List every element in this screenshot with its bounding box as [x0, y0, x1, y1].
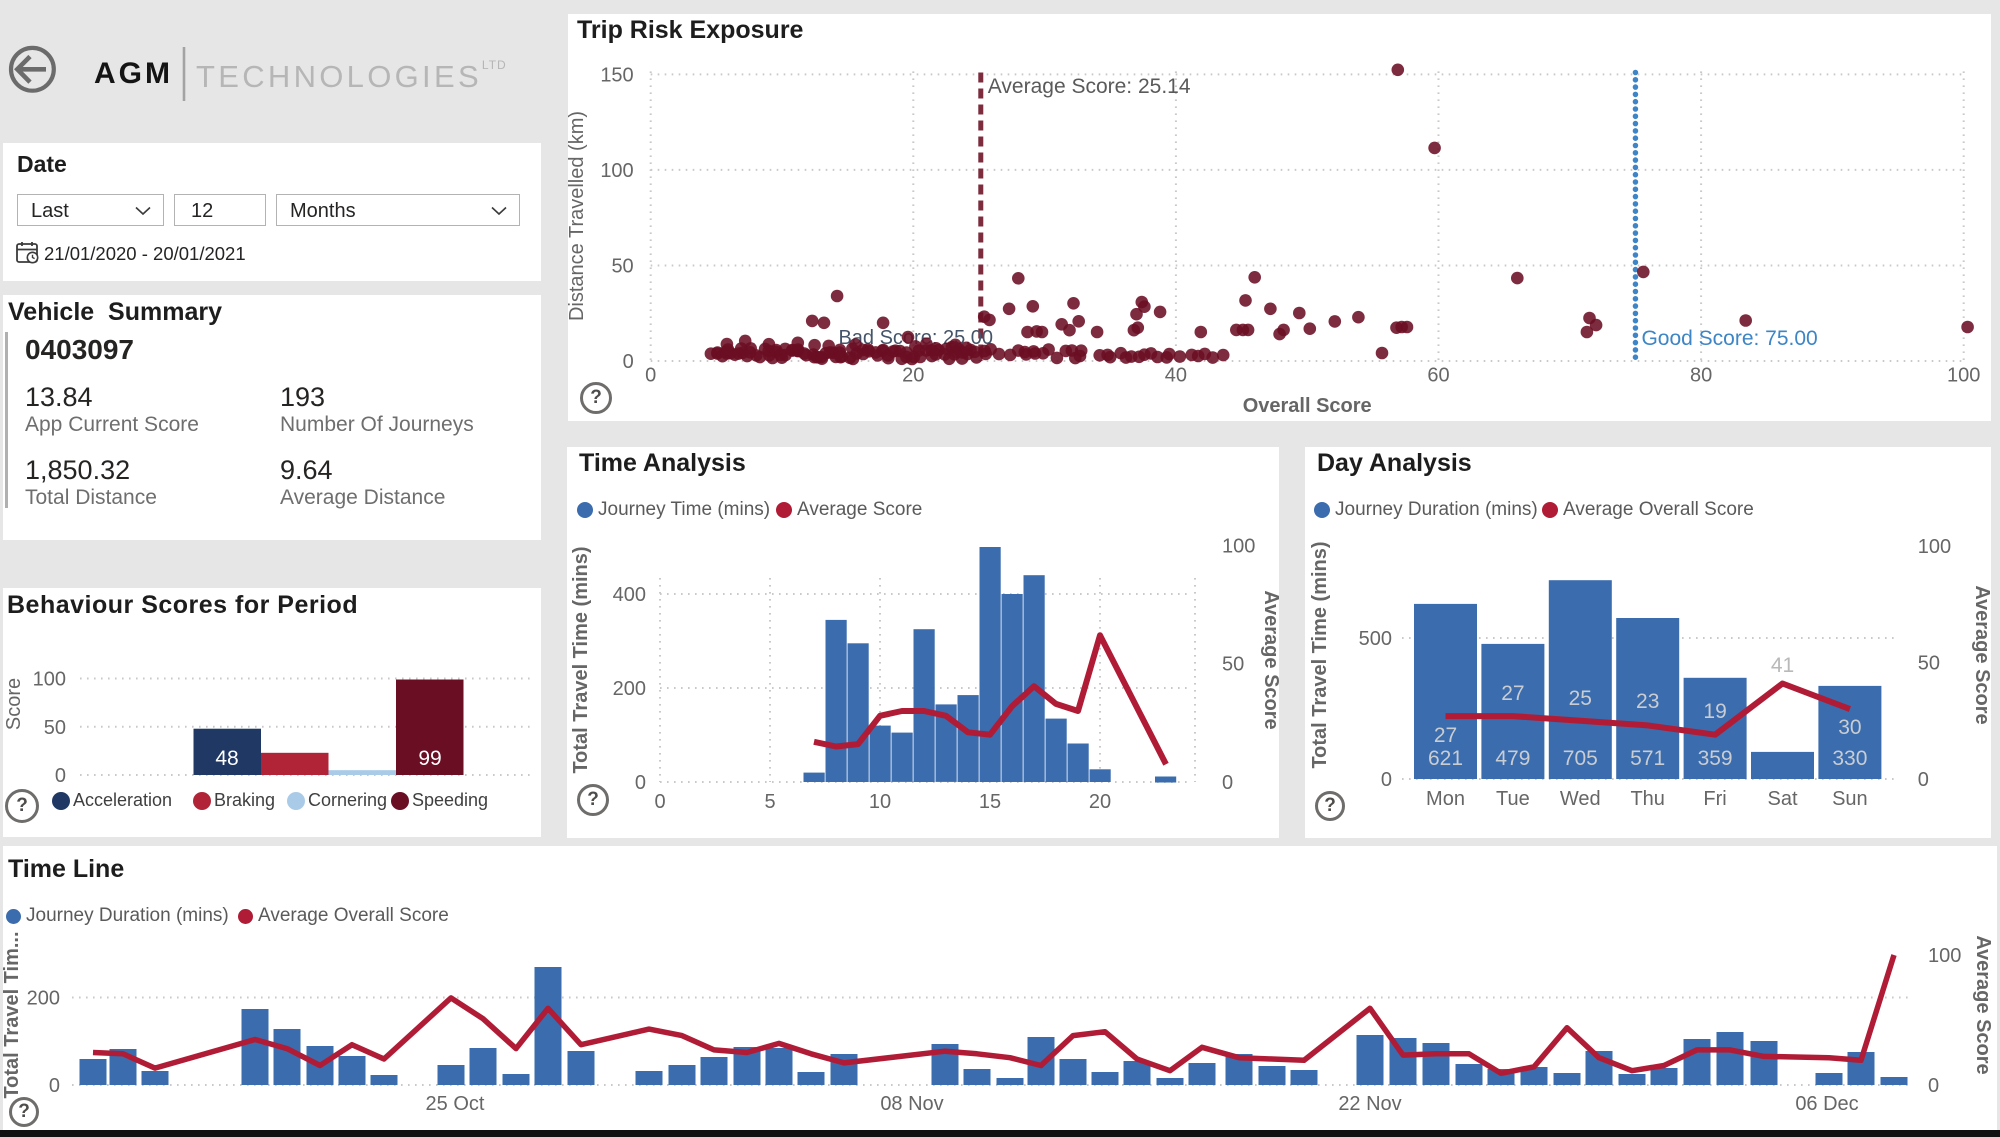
svg-text:06 Dec: 06 Dec: [1795, 1093, 1858, 1115]
svg-text:Sat: Sat: [1767, 788, 1797, 810]
svg-text:0: 0: [55, 765, 66, 787]
svg-text:48: 48: [215, 747, 238, 770]
svg-text:50: 50: [1918, 653, 1940, 675]
svg-text:60: 60: [1427, 365, 1449, 387]
svg-text:705: 705: [1563, 747, 1598, 770]
svg-text:0: 0: [1222, 772, 1233, 794]
svg-text:100: 100: [600, 160, 633, 182]
svg-text:Total Travel Time (mins): Total Travel Time (mins): [570, 546, 592, 773]
svg-text:Average Score: Average Score: [1972, 935, 1994, 1074]
svg-text:Thu: Thu: [1630, 788, 1664, 810]
svg-text:100: 100: [1928, 945, 1961, 967]
svg-text:15: 15: [979, 791, 1001, 813]
svg-text:500: 500: [1359, 628, 1392, 650]
svg-text:40: 40: [1165, 365, 1187, 387]
svg-text:19: 19: [1703, 700, 1726, 723]
svg-text:Average Score: 25.14: Average Score: 25.14: [988, 75, 1191, 98]
svg-text:0: 0: [623, 351, 634, 373]
svg-text:571: 571: [1630, 747, 1665, 770]
svg-text:100: 100: [1947, 365, 1980, 387]
svg-text:Score: Score: [3, 678, 25, 730]
svg-text:Total Travel Time (mins): Total Travel Time (mins): [1309, 541, 1331, 768]
svg-text:10: 10: [869, 791, 891, 813]
svg-text:100: 100: [1918, 536, 1951, 558]
svg-text:5: 5: [764, 791, 775, 813]
svg-text:400: 400: [613, 584, 646, 606]
svg-text:Overall Score: Overall Score: [1243, 395, 1372, 417]
svg-text:Sun: Sun: [1832, 788, 1868, 810]
svg-text:50: 50: [44, 717, 66, 739]
svg-text:Distance Travelled (km): Distance Travelled (km): [566, 111, 588, 321]
svg-text:479: 479: [1495, 747, 1530, 770]
svg-text:20: 20: [902, 365, 924, 387]
svg-text:0: 0: [654, 791, 665, 813]
svg-text:0: 0: [645, 365, 656, 387]
svg-text:50: 50: [611, 255, 633, 277]
svg-text:Tue: Tue: [1496, 788, 1530, 810]
svg-text:200: 200: [613, 678, 646, 700]
svg-text:27: 27: [1434, 724, 1457, 747]
svg-text:80: 80: [1690, 365, 1712, 387]
svg-text:0: 0: [1381, 769, 1392, 791]
svg-text:100: 100: [33, 669, 66, 691]
svg-text:Fri: Fri: [1703, 788, 1726, 810]
svg-text:41: 41: [1771, 654, 1794, 677]
svg-text:99: 99: [418, 747, 441, 770]
svg-text:30: 30: [1838, 716, 1861, 739]
svg-text:50: 50: [1222, 654, 1244, 676]
svg-text:Average Score: Average Score: [1971, 585, 1993, 724]
svg-text:22 Nov: 22 Nov: [1338, 1093, 1401, 1115]
svg-text:Good Score: 75.00: Good Score: 75.00: [1641, 327, 1817, 350]
svg-text:Wed: Wed: [1560, 788, 1601, 810]
svg-text:08 Nov: 08 Nov: [880, 1093, 943, 1115]
svg-text:Mon: Mon: [1426, 788, 1465, 810]
svg-text:25: 25: [1569, 687, 1592, 710]
svg-text:621: 621: [1428, 747, 1463, 770]
svg-text:0: 0: [1918, 769, 1929, 791]
svg-text:27: 27: [1501, 682, 1524, 705]
svg-text:Average Score: Average Score: [1260, 590, 1282, 729]
svg-text:0: 0: [1928, 1075, 1939, 1097]
svg-text:Total Travel Tim...: Total Travel Tim...: [1, 931, 23, 1098]
svg-text:150: 150: [600, 64, 633, 86]
svg-text:23: 23: [1636, 690, 1659, 713]
svg-text:200: 200: [27, 988, 60, 1010]
svg-text:330: 330: [1832, 747, 1867, 770]
svg-text:0: 0: [635, 772, 646, 794]
svg-text:100: 100: [1222, 535, 1255, 557]
svg-text:25 Oct: 25 Oct: [426, 1093, 485, 1115]
svg-text:20: 20: [1089, 791, 1111, 813]
svg-text:359: 359: [1698, 747, 1733, 770]
svg-text:0: 0: [49, 1075, 60, 1097]
